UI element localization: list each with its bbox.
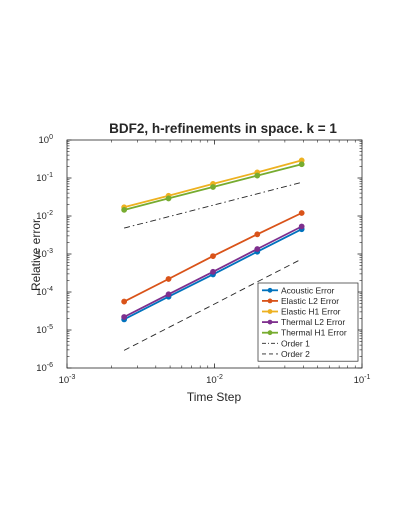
legend-item: Elastic L2 Error bbox=[262, 296, 339, 306]
legend-marker bbox=[267, 319, 273, 325]
data-point bbox=[210, 253, 216, 260]
data-point bbox=[121, 314, 128, 320]
legend-item: Thermal L2 Error bbox=[262, 317, 345, 327]
legend-label: Acoustic Error bbox=[281, 285, 335, 295]
legend-label: Thermal L2 Error bbox=[281, 317, 345, 327]
data-point bbox=[254, 231, 261, 238]
data-point bbox=[210, 268, 216, 275]
data-point bbox=[121, 206, 128, 213]
series-line bbox=[123, 258, 302, 351]
series-line bbox=[123, 181, 302, 229]
legend-marker bbox=[267, 287, 273, 293]
series-order-1 bbox=[123, 181, 302, 229]
legend-label: Order 1 bbox=[281, 338, 310, 348]
legend-label: Order 2 bbox=[281, 349, 310, 359]
data-point bbox=[254, 172, 261, 179]
series-elastic-l2-error bbox=[121, 210, 305, 305]
y-axis-label: Relative error bbox=[29, 219, 43, 291]
legend-label: Thermal H1 Error bbox=[281, 328, 347, 338]
data-point bbox=[298, 161, 305, 168]
data-point bbox=[165, 291, 172, 298]
series-thermal-h1-error bbox=[121, 161, 305, 213]
data-point bbox=[298, 210, 305, 216]
legend-item: Elastic H1 Error bbox=[262, 307, 341, 317]
data-point bbox=[298, 223, 305, 230]
series-thermal-l2-error bbox=[121, 223, 305, 320]
data-point bbox=[254, 246, 261, 252]
data-point bbox=[165, 276, 172, 282]
series-order-2 bbox=[123, 258, 302, 351]
legend-item: Order 2 bbox=[262, 349, 310, 359]
legend-marker bbox=[267, 330, 273, 336]
legend-item: Acoustic Error bbox=[262, 285, 335, 295]
legend-item: Order 1 bbox=[262, 338, 310, 348]
legend-item: Thermal H1 Error bbox=[262, 328, 347, 338]
chart-title: BDF2, h-refinements in space. k = 1 bbox=[109, 121, 337, 136]
x-axis-label: Time Step bbox=[187, 390, 242, 404]
data-point bbox=[165, 195, 172, 202]
legend-label: Elastic H1 Error bbox=[281, 307, 341, 317]
legend-label: Elastic L2 Error bbox=[281, 296, 339, 306]
legend-marker bbox=[267, 298, 273, 304]
data-point bbox=[210, 184, 216, 190]
legend-marker bbox=[267, 309, 273, 314]
data-point bbox=[121, 298, 128, 305]
